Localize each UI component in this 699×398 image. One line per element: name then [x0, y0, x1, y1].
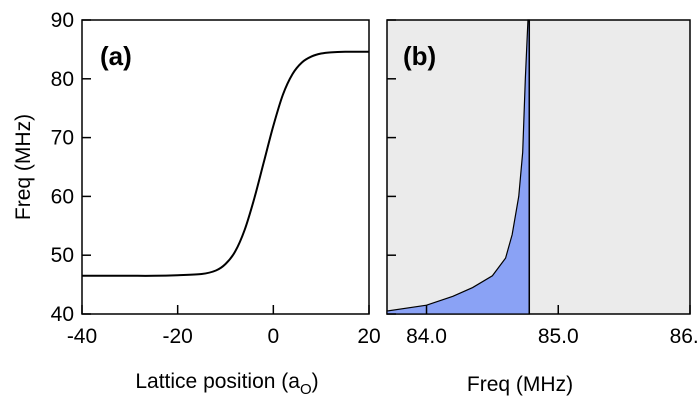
panel-a-x-tick-label: 20 [357, 325, 380, 348]
panel-a: 40 50 60 70 80 90 -40 -20 0 20 (a) Freq (MHz) La… [12, 9, 381, 398]
panel-a-y-tick-label: 90 [51, 9, 74, 32]
panel-a-y-axis-title: Freq (MHz) [12, 114, 35, 220]
panel-b: 84.0 85.0 86.0 (b) Freq (MHz) [386, 19, 699, 396]
panel-a-curve [82, 50, 370, 277]
panel-a-y-tick-label: 60 [51, 185, 74, 208]
panel-a-y-axis: 40 50 60 70 80 90 [51, 9, 91, 326]
panel-a-y-tick-label: 70 [51, 127, 74, 150]
panel-b-plot-frame [386, 19, 691, 315]
panel-a-x-tick-label: 0 [267, 325, 279, 348]
panel-a-x-tick-label: -40 [67, 325, 97, 348]
panel-b-x-axis: 84.0 85.0 86.0 [406, 305, 699, 348]
panel-a-x-axis-title: Lattice position (aO) [135, 370, 318, 398]
panel-a-label: (a) [100, 41, 132, 71]
panel-a-y-tick-label: 80 [51, 68, 74, 91]
panel-b-x-tick-label: 84.0 [406, 325, 447, 348]
panel-a-y-tick-label: 40 [51, 303, 74, 326]
panel-b-x-tick-label: 86.0 [670, 325, 699, 348]
panel-b-x-axis-title: Freq (MHz) [467, 373, 573, 396]
panel-a-x-axis: -40 -20 0 20 [67, 305, 381, 348]
panel-b-x-tick-label: 85.0 [538, 325, 579, 348]
panel-b-y-ticks [387, 19, 396, 315]
panel-b-label: (b) [403, 41, 436, 71]
panel-a-x-tick-label: -20 [162, 325, 192, 348]
panel-a-y-tick-label: 50 [51, 244, 74, 267]
